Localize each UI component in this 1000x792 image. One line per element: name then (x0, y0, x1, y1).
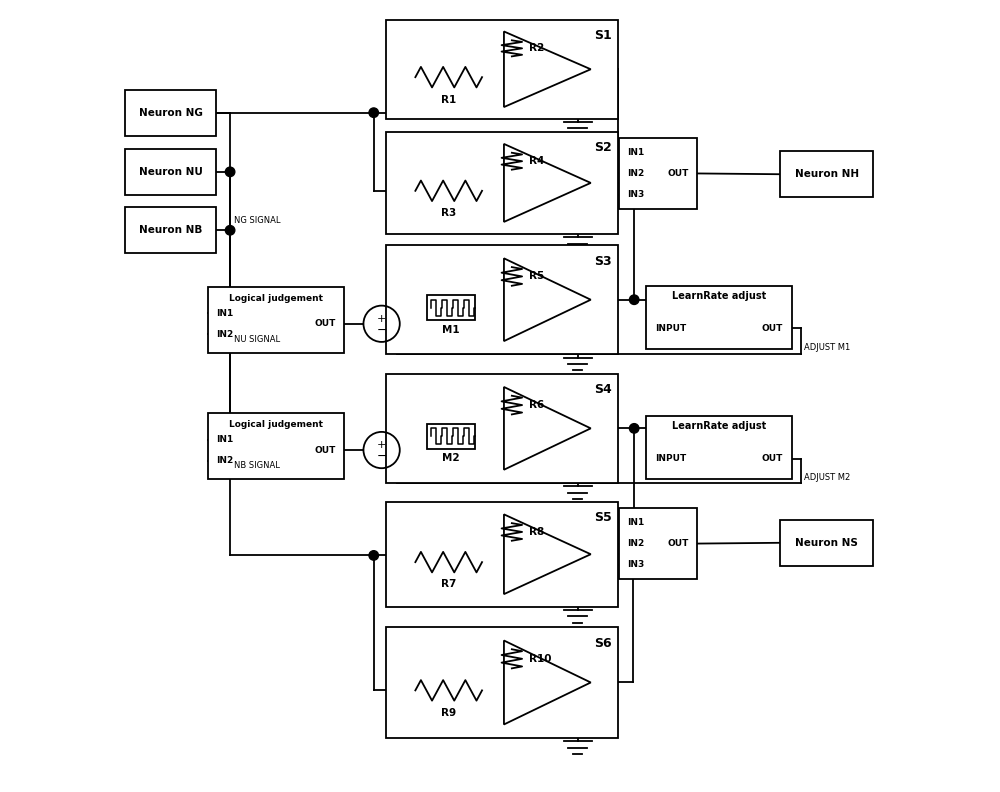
Bar (386, 502, 618, 607)
Text: M2: M2 (442, 453, 459, 463)
Text: Neuron NH: Neuron NH (795, 169, 859, 179)
Text: OUT: OUT (314, 319, 336, 328)
Text: OUT: OUT (667, 539, 689, 548)
Text: R8: R8 (529, 527, 544, 537)
Text: R6: R6 (529, 400, 544, 410)
Bar (208, 287, 344, 352)
Text: IN1: IN1 (627, 518, 644, 527)
Text: IN2: IN2 (216, 456, 233, 465)
Bar (619, 508, 697, 579)
Text: M1: M1 (442, 325, 459, 335)
Bar (646, 285, 792, 348)
Text: IN3: IN3 (627, 561, 644, 569)
Bar (619, 138, 697, 209)
Circle shape (225, 226, 235, 235)
Text: S5: S5 (594, 511, 612, 524)
Text: R7: R7 (441, 580, 456, 589)
Bar (386, 131, 618, 234)
Text: +: + (377, 440, 386, 451)
Text: S3: S3 (594, 255, 612, 268)
Text: IN2: IN2 (627, 169, 644, 178)
Text: IN1: IN1 (627, 147, 644, 157)
Text: −: − (376, 450, 387, 463)
Circle shape (225, 167, 235, 177)
Text: IN2: IN2 (627, 539, 644, 548)
Bar (646, 416, 792, 479)
Text: OUT: OUT (761, 324, 783, 333)
Text: NB SIGNAL: NB SIGNAL (234, 461, 280, 470)
Text: Neuron NG: Neuron NG (139, 108, 202, 118)
Text: ADJUST M1: ADJUST M1 (804, 343, 850, 352)
Bar (125, 89, 216, 135)
Text: S4: S4 (594, 383, 612, 396)
Text: R2: R2 (529, 44, 544, 53)
Text: S6: S6 (594, 637, 612, 649)
Bar (208, 413, 344, 479)
Bar (386, 246, 618, 354)
Text: R5: R5 (529, 272, 544, 281)
Text: R4: R4 (529, 156, 545, 166)
Text: LearnRate adjust: LearnRate adjust (672, 291, 766, 301)
Bar (386, 20, 618, 119)
Text: NG SIGNAL: NG SIGNAL (234, 216, 281, 226)
Text: R1: R1 (441, 94, 456, 105)
Bar (427, 424, 475, 449)
Text: NU SIGNAL: NU SIGNAL (234, 335, 280, 344)
Text: Neuron NU: Neuron NU (139, 167, 202, 177)
Text: LearnRate adjust: LearnRate adjust (672, 421, 766, 431)
Text: IN1: IN1 (216, 435, 233, 444)
Text: Logical judgement: Logical judgement (229, 420, 323, 429)
Bar (780, 151, 873, 197)
Bar (386, 627, 618, 737)
Text: IN1: IN1 (216, 309, 233, 318)
Circle shape (369, 108, 378, 117)
Circle shape (629, 424, 639, 433)
Text: R10: R10 (529, 654, 552, 664)
Bar (125, 149, 216, 195)
Circle shape (629, 295, 639, 304)
Bar (386, 374, 618, 483)
Bar (780, 520, 873, 565)
Text: IN2: IN2 (216, 329, 233, 339)
Text: OUT: OUT (761, 454, 783, 463)
Text: INPUT: INPUT (655, 324, 687, 333)
Text: Neuron NB: Neuron NB (139, 225, 202, 235)
Text: OUT: OUT (667, 169, 689, 178)
Text: INPUT: INPUT (655, 454, 687, 463)
Text: S1: S1 (594, 29, 612, 42)
Text: Neuron NS: Neuron NS (795, 538, 858, 548)
Text: ADJUST M2: ADJUST M2 (804, 473, 850, 482)
Text: −: − (376, 324, 387, 337)
Text: OUT: OUT (314, 446, 336, 455)
Bar (125, 208, 216, 253)
Text: IN3: IN3 (627, 190, 644, 200)
Circle shape (369, 550, 378, 560)
Text: R3: R3 (441, 208, 456, 218)
Text: Logical judgement: Logical judgement (229, 294, 323, 303)
Text: R9: R9 (441, 708, 456, 718)
Text: +: + (377, 314, 386, 324)
Text: S2: S2 (594, 141, 612, 154)
Bar (427, 295, 475, 320)
